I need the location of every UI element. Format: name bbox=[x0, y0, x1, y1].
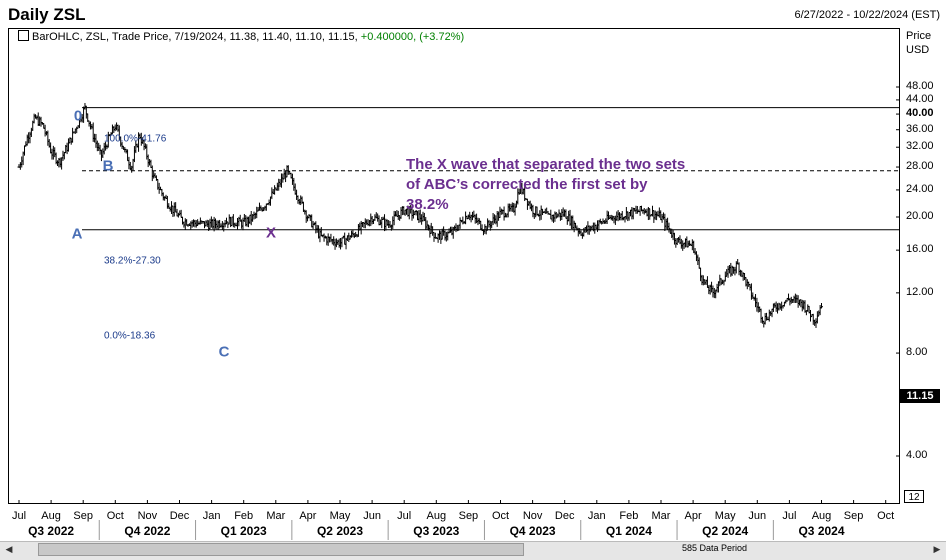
x-tick-label: Aug bbox=[41, 510, 61, 522]
x-tick-label: May bbox=[329, 510, 351, 522]
x-quarter-label: Q2 2024 bbox=[702, 524, 749, 538]
x-tick-label: Mar bbox=[266, 510, 286, 522]
y-tick-label: 24.00 bbox=[906, 182, 934, 195]
x-tick-label: Oct bbox=[491, 510, 510, 522]
x-tick-label: Nov bbox=[137, 510, 158, 522]
x-quarter-label: Q3 2022 bbox=[28, 524, 75, 538]
x-tick-label: Jul bbox=[782, 510, 797, 522]
x-tick-label: Jan bbox=[587, 510, 606, 522]
x-tick-label: Aug bbox=[426, 510, 447, 522]
x-tick-label: Feb bbox=[234, 510, 254, 522]
x-tick-label: Mar bbox=[651, 510, 671, 522]
wave-label-a: A bbox=[71, 225, 83, 243]
wave-label-b: B bbox=[102, 157, 114, 175]
legend-change: +0.400000, (+3.72%) bbox=[360, 31, 465, 43]
y-tick-label: 32.00 bbox=[906, 140, 934, 153]
x-tick-label: Oct bbox=[877, 510, 895, 522]
last-price-badge: 11.15 bbox=[900, 389, 940, 403]
date-range: 6/27/2022 - 10/22/2024 (EST) bbox=[794, 9, 940, 21]
scroll-left-icon[interactable]: ◀ bbox=[5, 544, 13, 554]
fib-label-382: 38.2%-27.30 bbox=[104, 255, 161, 267]
x-tick-label: Jul bbox=[397, 510, 412, 522]
x-tick-label: Apr bbox=[299, 510, 317, 522]
x-tick-label: Jun bbox=[363, 510, 381, 522]
plot-area[interactable] bbox=[8, 28, 900, 504]
title-bar: Daily ZSL 6/27/2022 - 10/22/2024 (EST) bbox=[0, 0, 946, 28]
fib-label-0: 0.0%-18.36 bbox=[104, 330, 156, 342]
x-tick-label: Sep bbox=[458, 510, 479, 522]
scroll-right-icon[interactable]: ▶ bbox=[933, 544, 941, 554]
x-tick-label: Jun bbox=[748, 510, 767, 522]
fib-label-100: 100.0%-41.76 bbox=[104, 133, 167, 145]
y-tick-label: 16.00 bbox=[906, 243, 934, 256]
x-tick-label: Jan bbox=[202, 510, 221, 522]
y-tick-label: 12.00 bbox=[906, 285, 934, 298]
x-quarter-label: Q3 2024 bbox=[798, 524, 845, 538]
x-tick-label: Feb bbox=[619, 510, 639, 522]
series-legend: BarOHLC, ZSL, Trade Price, 7/19/2024, 11… bbox=[18, 30, 464, 43]
annotation-line-1: The X wave that separated the two sets bbox=[406, 156, 686, 173]
x-tick-label: Nov bbox=[522, 510, 543, 522]
x-quarter-label: Q1 2024 bbox=[605, 524, 652, 538]
x-quarter-label: Q1 2023 bbox=[220, 524, 267, 538]
y-tick-label: 40.00 bbox=[906, 107, 934, 120]
x-quarter-label: Q3 2023 bbox=[413, 524, 460, 538]
x-tick-label: Dec bbox=[554, 510, 575, 522]
x-quarter-label: Q4 2023 bbox=[509, 524, 556, 538]
x-tick-label: Oct bbox=[106, 510, 124, 522]
y-tick-label: 44.00 bbox=[906, 92, 934, 105]
x-tick-label: Sep bbox=[843, 510, 864, 522]
x-tick-label: Apr bbox=[684, 510, 702, 522]
y-tick-label: 48.00 bbox=[906, 80, 934, 92]
annotation-text: The X wave that separated the two sets o… bbox=[406, 155, 736, 215]
axis-unit-currency: USD bbox=[906, 44, 930, 56]
y-tick-label: 20.00 bbox=[906, 210, 934, 222]
x-tick-label: Aug bbox=[811, 510, 832, 522]
scroll-thumb[interactable] bbox=[38, 543, 524, 556]
x-quarter-label: Q4 2022 bbox=[124, 524, 171, 538]
data-period-label: 585 Data Period bbox=[680, 543, 750, 553]
x-tick-label: May bbox=[714, 510, 736, 522]
legend-chart-icon bbox=[18, 30, 29, 41]
annotation-line-3: 38.2% bbox=[406, 196, 449, 213]
y-tick-label: 4.00 bbox=[906, 449, 928, 461]
wave-label-x: X bbox=[265, 224, 277, 242]
chart-title: Daily ZSL bbox=[8, 5, 86, 24]
annotation-line-2: of ABC’s corrected the first set by bbox=[406, 176, 648, 193]
period-box[interactable]: 12 bbox=[904, 490, 924, 503]
legend-text: BarOHLC, ZSL, Trade Price, 7/19/2024, 11… bbox=[32, 31, 358, 43]
wave-label-0: 0 bbox=[73, 107, 83, 125]
y-tick-label: 36.00 bbox=[906, 122, 934, 135]
y-tick-label: 8.00 bbox=[906, 346, 928, 359]
wave-label-c: C bbox=[218, 343, 230, 361]
axis-unit-price: Price bbox=[906, 30, 932, 42]
y-tick-label: 28.00 bbox=[906, 160, 934, 173]
x-tick-label: Jul bbox=[11, 510, 27, 522]
x-tick-label: Sep bbox=[73, 510, 93, 522]
x-quarter-label: Q2 2023 bbox=[316, 524, 364, 538]
x-tick-label: Dec bbox=[169, 510, 190, 522]
